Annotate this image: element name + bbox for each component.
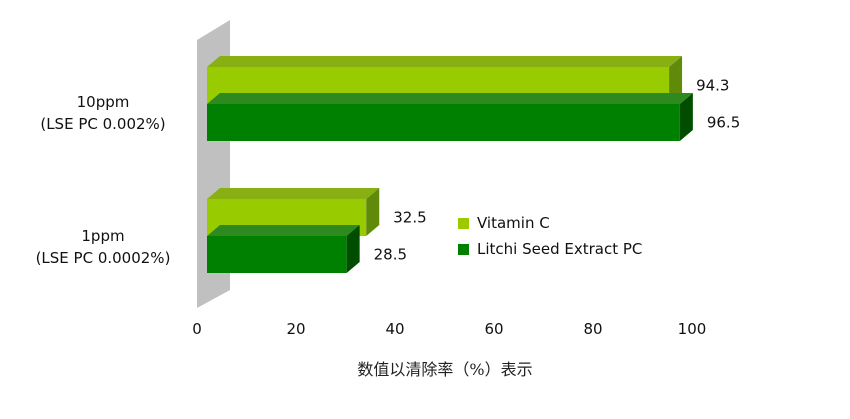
legend-swatch-litchi bbox=[458, 243, 469, 255]
legend-label-vitamin-c: Vitamin C bbox=[477, 214, 550, 232]
value-label-vitamin-c-1ppm: 32.5 bbox=[393, 209, 426, 227]
bar-litchi-1ppm bbox=[207, 236, 347, 273]
category-10ppm-line2: (LSE PC 0.002%) bbox=[40, 115, 166, 133]
bar-litchi-1ppm-top bbox=[207, 225, 360, 236]
x-tick-label-0: 0 bbox=[192, 320, 202, 338]
legend: Vitamin C Litchi Seed Extract PC bbox=[458, 210, 642, 262]
category-1ppm-line1: 1ppm bbox=[81, 227, 125, 245]
bar-vitamin-c-1ppm-top bbox=[207, 188, 380, 199]
legend-label-litchi: Litchi Seed Extract PC bbox=[477, 240, 643, 258]
category-label-1ppm: 1ppm (LSE PC 0.0002%) bbox=[8, 225, 198, 269]
value-label-litchi-10ppm: 96.5 bbox=[707, 114, 740, 132]
value-labels: 94.3 96.5 32.5 28.5 bbox=[374, 77, 741, 264]
category-10ppm-line1: 10ppm bbox=[76, 93, 130, 111]
x-tick-label-60: 60 bbox=[484, 320, 503, 338]
x-tick-label-80: 80 bbox=[583, 320, 602, 338]
x-axis-title: 数值以清除率（%）表示 bbox=[357, 360, 533, 379]
bar-litchi-10ppm bbox=[207, 104, 680, 141]
value-label-vitamin-c-10ppm: 94.3 bbox=[696, 77, 729, 95]
x-tick-label-20: 20 bbox=[286, 320, 305, 338]
category-1ppm-line2: (LSE PC 0.0002%) bbox=[35, 249, 171, 267]
bar-vitamin-c-10ppm-top bbox=[207, 56, 683, 67]
bar-litchi-10ppm-side bbox=[679, 93, 693, 141]
legend-item-litchi: Litchi Seed Extract PC bbox=[458, 236, 642, 262]
category-label-10ppm: 10ppm (LSE PC 0.002%) bbox=[8, 91, 198, 135]
bar-vitamin-c-1ppm-side bbox=[366, 188, 380, 236]
bar-litchi-1ppm-side bbox=[346, 225, 360, 273]
legend-swatch-vitamin-c bbox=[458, 217, 469, 229]
x-tick-label-100: 100 bbox=[678, 320, 707, 338]
x-tick-label-40: 40 bbox=[385, 320, 404, 338]
legend-item-vitamin-c: Vitamin C bbox=[458, 210, 642, 236]
bar-vitamin-c-10ppm-side bbox=[669, 56, 683, 104]
bar-litchi-10ppm-top bbox=[207, 93, 693, 104]
bars-group bbox=[207, 56, 693, 273]
value-label-litchi-1ppm: 28.5 bbox=[374, 246, 407, 264]
x-axis: 0 20 40 60 80 100 bbox=[192, 320, 706, 338]
